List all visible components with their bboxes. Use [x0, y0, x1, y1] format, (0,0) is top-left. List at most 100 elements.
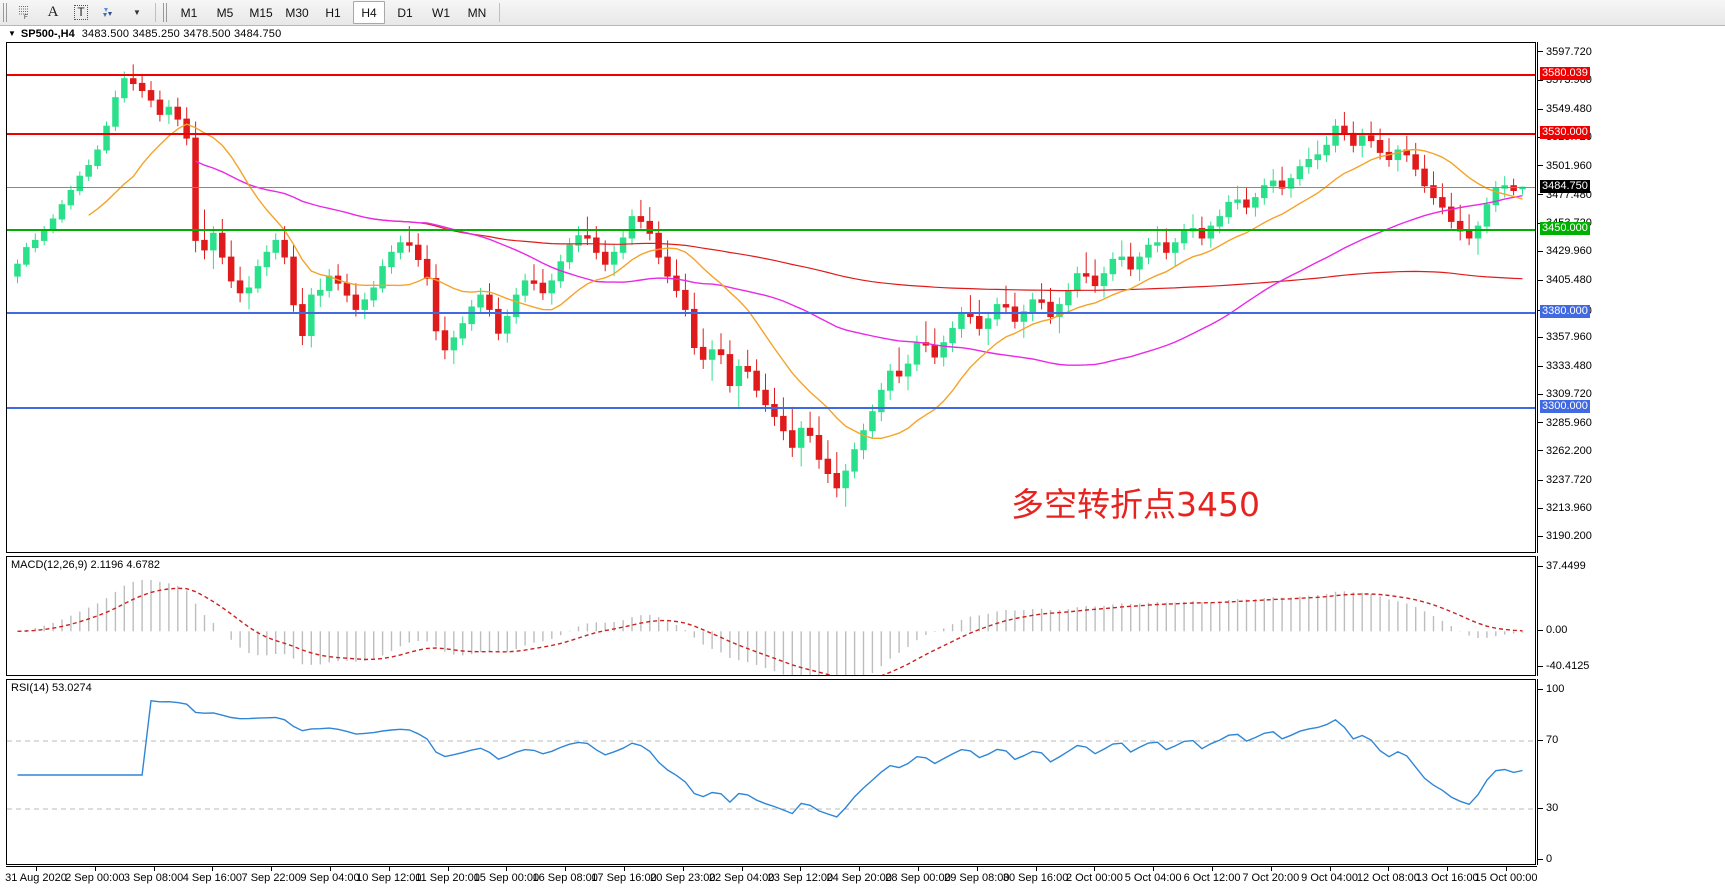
grid-f-icon[interactable]: F	[12, 1, 38, 24]
price-tick: 3429.960	[1538, 245, 1592, 257]
timeframe-group: M1 M5 M15 M30 H1 H4 D1 W1 MN	[171, 1, 495, 24]
time-tick-label: 23 Sep 12:00	[767, 872, 834, 884]
time-tick	[741, 867, 743, 871]
macd-tick: 37.4499	[1538, 560, 1586, 572]
time-tick-label: 6 Oct 12:00	[1183, 872, 1241, 884]
price-level-line	[7, 133, 1535, 136]
price-tick: 3501.960	[1538, 160, 1592, 172]
price-chart-pane[interactable]: 多空转折点3450	[6, 42, 1536, 553]
macd-axis: 37.4499 0.00 -40.4125	[1537, 556, 1725, 676]
rsi-label: RSI(14) 53.0274	[11, 682, 92, 694]
timeframe-button-h1[interactable]: H1	[325, 5, 341, 20]
time-tick-label: 17 Sep 16:00	[591, 872, 657, 884]
time-tick	[36, 867, 37, 871]
macd-label: MACD(12,26,9) 2.1196 4.6782	[11, 559, 160, 571]
time-tick-label: 12 Oct 08:00	[1356, 872, 1420, 884]
price-level-line	[7, 311, 1535, 314]
time-tick	[447, 867, 449, 871]
price-tick: 3309.720	[1538, 388, 1592, 400]
timeframe-button-w1[interactable]: W1	[432, 5, 450, 20]
price-level-label: 3450.000	[1540, 221, 1590, 235]
rsi-tick: 70	[1538, 734, 1558, 746]
rsi-tick: 100	[1538, 683, 1564, 695]
ohlc-values: 3483.500 3485.250 3478.500 3484.750	[81, 27, 282, 40]
shapes-icon[interactable]	[96, 1, 122, 24]
time-tick-label: 24 Sep 20:00	[826, 872, 892, 884]
time-tick-label: 29 Sep 08:00	[944, 872, 1010, 884]
timeframe-drag-handle[interactable]	[163, 3, 169, 22]
toolbar-divider-2	[499, 3, 500, 22]
time-tick-label: 11 Sep 20:00	[415, 872, 480, 884]
price-tick: 3262.200	[1538, 445, 1592, 457]
time-tick	[1035, 867, 1037, 871]
timeframe-button-d1[interactable]: D1	[397, 5, 413, 20]
time-tick	[271, 867, 273, 871]
collapse-triangle-icon[interactable]: ▼	[8, 29, 16, 38]
price-level-label: 3530.000	[1540, 126, 1590, 140]
price-tick: 3213.960	[1538, 502, 1592, 514]
text-a-icon[interactable]: A	[47, 4, 59, 20]
main-toolbar: F A T ▼ M1 M5 M15 M30 H1 H4 D1 W1 MN	[0, 0, 1725, 26]
time-tick	[1270, 867, 1272, 871]
time-tick	[1447, 867, 1449, 871]
price-level-line	[7, 406, 1535, 409]
price-tick: 3597.720	[1538, 46, 1592, 58]
macd-pane[interactable]: MACD(12,26,9) 2.1196 4.6782	[6, 556, 1536, 676]
macd-tick: -40.4125	[1538, 660, 1589, 672]
price-tick: 3549.480	[1538, 103, 1592, 115]
toolbar-divider	[155, 3, 156, 22]
time-tick	[918, 867, 919, 871]
time-tick	[1094, 867, 1096, 871]
text-label-icon[interactable]: T	[68, 1, 94, 24]
chevron-down-icon[interactable]: ▼	[133, 8, 141, 17]
time-tick-label: 9 Sep 04:00	[300, 872, 360, 884]
timeframe-button-m15[interactable]: M15	[249, 5, 273, 20]
price-tick: 3357.960	[1538, 331, 1592, 343]
time-tick-label: 7 Oct 20:00	[1242, 872, 1300, 884]
time-tick	[1153, 867, 1155, 871]
time-tick-label: 28 Sep 00:00	[885, 872, 951, 884]
time-tick	[94, 867, 96, 871]
time-tick	[800, 867, 802, 871]
price-tick: 3285.960	[1538, 417, 1592, 429]
time-tick	[976, 867, 978, 871]
time-tick	[565, 867, 567, 871]
time-tick-label: 2 Sep 00:00	[65, 872, 125, 884]
time-tick-label: 15 Sep 00:00	[473, 872, 540, 884]
rsi-canvas	[7, 700, 1535, 818]
time-tick	[682, 867, 684, 871]
rsi-axis: 100 70 30 0	[1537, 679, 1725, 865]
time-tick	[330, 867, 331, 871]
price-level-label: 3380.000	[1540, 304, 1590, 318]
timeframe-button-m5[interactable]: M5	[216, 5, 234, 20]
price-tick: 3333.480	[1538, 360, 1592, 372]
svg-text:F: F	[24, 15, 28, 20]
time-tick-label: 22 Sep 04:00	[708, 872, 775, 884]
price-level-label: 3484.750	[1540, 180, 1590, 194]
time-tick	[506, 867, 508, 871]
symbol-info-bar: ▼ SP500-,H4 3483.500 3485.250 3478.500 3…	[0, 26, 1725, 41]
price-tick: 3190.200	[1538, 530, 1592, 543]
timeframe-button-m30[interactable]: M30	[285, 5, 309, 20]
rsi-pane[interactable]: RSI(14) 53.0274	[6, 679, 1536, 865]
price-tick: 3405.480	[1538, 274, 1592, 287]
time-tick-label: 16 Sep 08:00	[532, 872, 598, 884]
timeframe-button-mn[interactable]: MN	[467, 5, 487, 20]
toolbar-drag-handle[interactable]	[3, 3, 9, 22]
time-tick-label: 13 Oct 16:00	[1415, 872, 1479, 884]
time-tick	[153, 867, 155, 871]
time-tick-label: 4 Sep 16:00	[182, 872, 243, 884]
time-tick	[1506, 867, 1507, 871]
chart-annotation-text: 多空转折点3450	[1011, 485, 1260, 524]
timeframe-button-h4[interactable]: H4	[353, 1, 385, 24]
price-axis[interactable]: 3597.7203573.9603549.4803525.7203501.960…	[1537, 42, 1725, 553]
time-tick	[624, 867, 625, 871]
price-level-line	[7, 228, 1535, 231]
timeframe-button-m1[interactable]: M1	[180, 5, 198, 20]
time-axis[interactable]: 31 Aug 2020 2 Sep 00:00 3 Sep 08:00 4 Sep 1…	[5, 866, 1538, 890]
time-tick-label: 7 Sep 22:00	[241, 872, 301, 884]
macd-tick: 0.00	[1538, 624, 1567, 636]
macd-canvas	[17, 580, 1524, 675]
time-tick	[1329, 867, 1331, 871]
axis-corner	[1537, 866, 1725, 890]
